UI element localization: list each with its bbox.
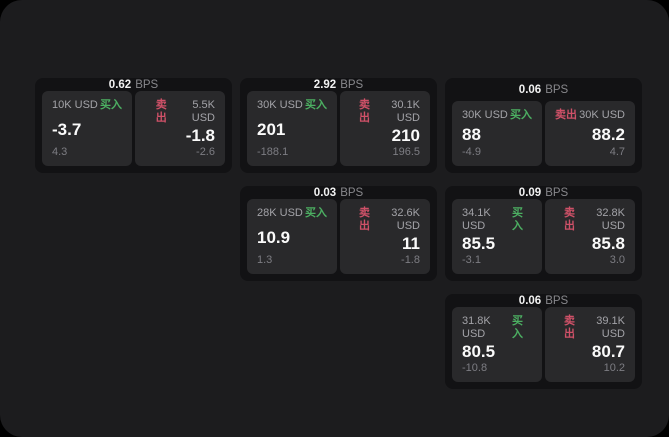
bps-value: 0.62 (108, 78, 132, 91)
sell-amount: 39.1K USD (596, 315, 625, 340)
sell-panel[interactable]: 卖出 39.1K USD 80.7 10.2 (545, 307, 635, 382)
quote-card: 0.62 BPS 10K USD 买入 -3.7 4.3 卖出 5.5K USD (35, 78, 232, 173)
buy-amount: 28K USD (257, 207, 303, 219)
bps-unit-label: BPS (135, 78, 159, 91)
sell-panel[interactable]: 卖出 5.5K USD -1.8 -2.6 (135, 91, 225, 166)
sell-delta: 196.5 (392, 146, 420, 158)
sell-amount: 32.6K USD (391, 207, 420, 232)
buy-label: 买入 (305, 99, 327, 111)
sell-label: 卖出 (563, 207, 575, 232)
buy-price: 201 (257, 119, 286, 139)
sell-price: 85.8 (591, 234, 625, 253)
buy-price: 85.5 (462, 234, 496, 253)
buy-panel[interactable]: 34.1K USD 买入 85.5 -3.1 (452, 199, 542, 274)
quote-card-grid: 0.62 BPS 10K USD 买入 -3.7 4.3 卖出 5.5K USD (35, 78, 642, 389)
buy-sell-panels: 31.8K USD 买入 80.5 -10.8 卖出 39.1K USD 80.… (445, 307, 642, 389)
sell-price: 11 (402, 234, 420, 253)
bps-header: 0.62 BPS (35, 78, 232, 91)
sell-price: 80.7 (591, 342, 625, 361)
buy-delta: -3.1 (462, 254, 481, 266)
buy-amount: 10K USD (52, 99, 98, 111)
buy-panel[interactable]: 28K USD 买入 10.9 1.3 (247, 199, 337, 274)
bps-header: 2.92 BPS (240, 78, 437, 91)
buy-sell-panels: 30K USD 买入 201 -188.1 卖出 30.1K USD 210 1… (240, 91, 437, 173)
quote-card: 0.06 BPS 30K USD 买入 88 -4.9 卖出 30K USD (445, 78, 642, 173)
sell-label: 卖出 (555, 109, 577, 121)
buy-label: 买入 (512, 207, 524, 232)
bps-value: 2.92 (313, 78, 337, 91)
buy-amount: 30K USD (462, 109, 508, 121)
sell-price: -1.8 (185, 126, 215, 145)
buy-panel[interactable]: 10K USD 买入 -3.7 4.3 (42, 91, 132, 166)
buy-panel[interactable]: 30K USD 买入 201 -188.1 (247, 91, 337, 166)
buy-sell-panels: 28K USD 买入 10.9 1.3 卖出 32.6K USD 11 -1.8 (240, 199, 437, 281)
sell-amount: 30K USD (579, 109, 625, 121)
sell-amount: 30.1K USD (391, 99, 420, 124)
sell-delta: -1.8 (401, 254, 420, 266)
sell-delta: 10.2 (603, 362, 625, 374)
sell-panel[interactable]: 卖出 30.1K USD 210 196.5 (340, 91, 430, 166)
quote-card: 2.92 BPS 30K USD 买入 201 -188.1 卖出 30.1K … (240, 78, 437, 173)
buy-label: 买入 (510, 109, 532, 121)
buy-delta: -4.9 (462, 146, 481, 158)
sell-price: 88.2 (591, 124, 625, 144)
buy-delta: -10.8 (462, 362, 488, 374)
bps-header: 0.06 BPS (445, 294, 642, 307)
buy-delta: 4.3 (52, 146, 68, 158)
buy-sell-panels: 10K USD 买入 -3.7 4.3 卖出 5.5K USD -1.8 -2.… (35, 91, 232, 173)
bps-unit-label: BPS (545, 294, 569, 307)
bps-unit-label: BPS (340, 186, 364, 199)
buy-price: 80.5 (462, 342, 496, 361)
sell-delta: 4.7 (609, 146, 625, 158)
sell-label: 卖出 (358, 207, 370, 232)
quote-card: 0.06 BPS 31.8K USD 买入 80.5 -10.8 卖出 39.1… (445, 294, 642, 389)
bps-value: 0.09 (518, 186, 542, 199)
bps-header: 0.09 BPS (445, 186, 642, 199)
buy-delta: -188.1 (257, 146, 289, 158)
sell-price: 210 (391, 126, 420, 145)
bps-value: 0.03 (313, 186, 337, 199)
buy-label: 买入 (305, 207, 327, 219)
sell-amount: 32.8K USD (596, 207, 625, 232)
sell-delta: -2.6 (196, 146, 215, 158)
buy-label: 买入 (100, 99, 122, 111)
bps-header: 0.03 BPS (240, 186, 437, 199)
buy-amount: 30K USD (257, 99, 303, 111)
buy-price: -3.7 (52, 119, 82, 139)
buy-delta: 1.3 (257, 254, 273, 266)
sell-label: 卖出 (358, 99, 370, 124)
bps-unit-label: BPS (545, 83, 569, 96)
bps-header: 0.06 BPS (445, 78, 642, 101)
buy-amount: 34.1K USD (462, 207, 491, 232)
sell-label: 卖出 (155, 99, 167, 124)
bps-value: 0.06 (518, 294, 542, 307)
buy-panel[interactable]: 31.8K USD 买入 80.5 -10.8 (452, 307, 542, 382)
sell-label: 卖出 (563, 315, 575, 340)
sell-panel[interactable]: 卖出 30K USD 88.2 4.7 (545, 101, 635, 166)
buy-amount: 31.8K USD (462, 315, 491, 340)
sell-panel[interactable]: 卖出 32.8K USD 85.8 3.0 (545, 199, 635, 274)
quote-card: 0.03 BPS 28K USD 买入 10.9 1.3 卖出 32.6K US… (240, 186, 437, 281)
bps-unit-label: BPS (340, 78, 364, 91)
buy-price: 88 (462, 124, 481, 144)
bps-value: 0.06 (518, 83, 542, 96)
quote-card: 0.09 BPS 34.1K USD 买入 85.5 -3.1 卖出 32.8K… (445, 186, 642, 281)
buy-panel[interactable]: 30K USD 买入 88 -4.9 (452, 101, 542, 166)
sell-amount: 5.5K USD (191, 99, 215, 124)
sell-delta: 3.0 (609, 254, 625, 266)
buy-price: 10.9 (257, 227, 291, 247)
buy-sell-panels: 34.1K USD 买入 85.5 -3.1 卖出 32.8K USD 85.8… (445, 199, 642, 281)
bps-unit-label: BPS (545, 186, 569, 199)
buy-label: 买入 (512, 315, 524, 340)
buy-sell-panels: 30K USD 买入 88 -4.9 卖出 30K USD 88.2 4.7 (445, 101, 642, 173)
sell-panel[interactable]: 卖出 32.6K USD 11 -1.8 (340, 199, 430, 274)
